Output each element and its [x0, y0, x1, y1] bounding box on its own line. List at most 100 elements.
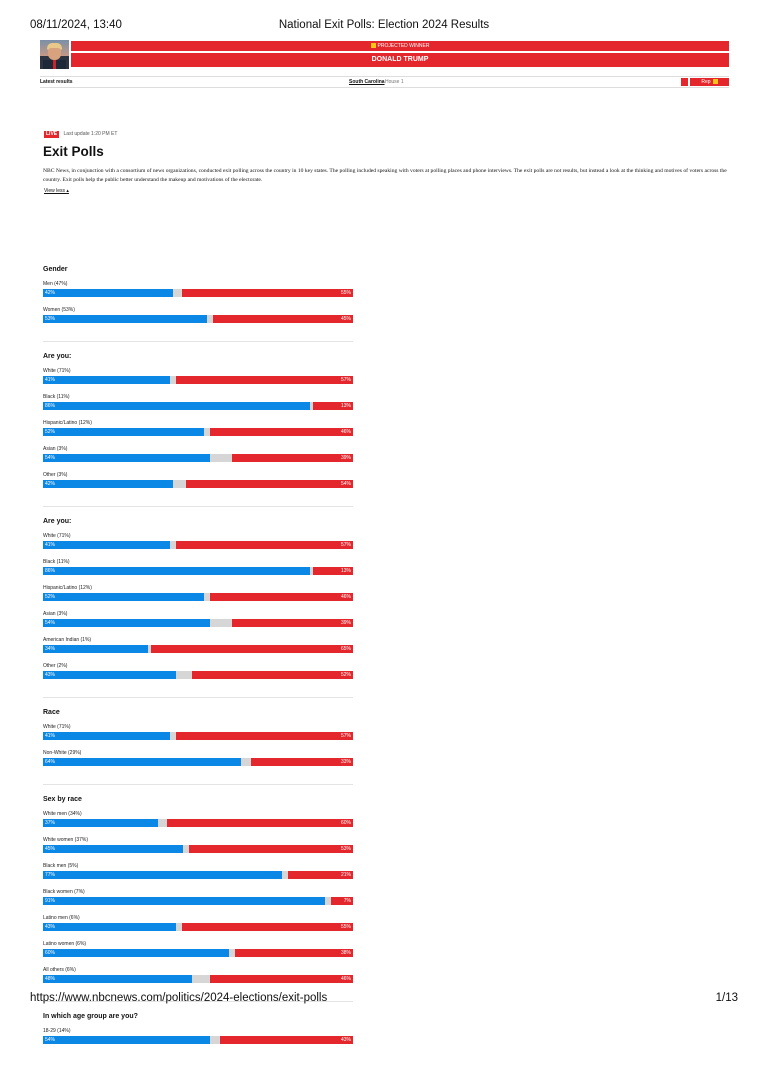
- dem-share: 34%: [43, 645, 149, 653]
- group-label: White (71%): [43, 724, 71, 730]
- rep-share-label: 53%: [340, 846, 351, 852]
- rep-marker: [681, 78, 688, 86]
- rep-share-label: 43%: [340, 1037, 351, 1043]
- rep-pill-label: Rep: [701, 79, 711, 85]
- dem-share-label: 48%: [45, 976, 56, 982]
- dem-share: 41%: [43, 376, 171, 384]
- dem-share: 86%: [43, 567, 310, 575]
- print-page: 1/13: [715, 992, 738, 1004]
- poll-group: Other (2%) 43% 52%: [43, 662, 353, 688]
- dem-share-label: 52%: [45, 594, 56, 600]
- other-share: [173, 480, 186, 488]
- candidate-photo: [40, 40, 69, 69]
- poll-question: Gender: [43, 266, 68, 273]
- rep-share-label: 54%: [340, 481, 351, 487]
- rep-share-label: 57%: [340, 377, 351, 383]
- result-bar: 41% 57%: [43, 732, 353, 740]
- rep-share: 43%: [219, 1036, 353, 1044]
- last-updated: Last update 1:20 PM ET: [63, 131, 118, 137]
- poll-group: 18-29 (14%) 54% 43%: [43, 1027, 353, 1053]
- dem-share-label: 42%: [45, 290, 56, 296]
- rep-share-label: 45%: [340, 316, 351, 322]
- dem-share-label: 41%: [45, 542, 56, 548]
- view-less-link[interactable]: View less ▴: [44, 188, 69, 194]
- rep-share: 21%: [287, 871, 353, 879]
- result-bar: 86% 13%: [43, 567, 353, 575]
- rep-share-label: 65%: [340, 646, 351, 652]
- result-bar: 45% 53%: [43, 845, 353, 853]
- rep-share: 38%: [235, 949, 353, 957]
- poll-group: Asian (3%) 54% 39%: [43, 445, 353, 471]
- rep-share: 55%: [182, 923, 353, 931]
- poll-group: Black men (5%) 77% 21%: [43, 862, 353, 888]
- group-label: Hispanic/Latino (12%): [43, 585, 92, 591]
- dem-share: 60%: [43, 949, 229, 957]
- group-label: All others (6%): [43, 967, 76, 973]
- other-share: [207, 315, 214, 323]
- rep-share: 60%: [166, 819, 353, 827]
- dem-share: 54%: [43, 1036, 211, 1044]
- dem-share: 41%: [43, 541, 171, 549]
- rep-share: 46%: [210, 975, 353, 983]
- other-share: [176, 923, 183, 931]
- poll-question: Are you:: [43, 353, 72, 360]
- check-icon: [370, 43, 376, 49]
- other-share: [241, 758, 251, 766]
- result-bar: 52% 46%: [43, 593, 353, 601]
- result-bar: 54% 43%: [43, 1036, 353, 1044]
- result-bar: 77% 21%: [43, 871, 353, 879]
- group-label: Latino women (6%): [43, 941, 87, 947]
- poll-section: Are you: White (71%) 41% 57% Black (11%) 86% 1…: [43, 516, 353, 698]
- view-less-label: View less: [44, 188, 66, 194]
- poll-section: Are you: White (71%) 41% 57% Black (11%) 86% 1…: [43, 351, 353, 507]
- group-label: Black (11%): [43, 559, 70, 565]
- group-label: Black women (7%): [43, 889, 85, 895]
- dem-share-label: 41%: [45, 377, 56, 383]
- winner-name-bar: DONALD TRUMP: [71, 53, 729, 67]
- group-label: White women (37%): [43, 837, 89, 843]
- rep-share-label: 13%: [340, 568, 351, 574]
- group-label: Other (2%): [43, 663, 68, 669]
- poll-group: Men (47%) 42% 55%: [43, 280, 353, 306]
- dem-share: 52%: [43, 428, 205, 436]
- result-bar: 34% 65%: [43, 645, 353, 653]
- rep-share: 45%: [213, 315, 353, 323]
- rep-pill[interactable]: Rep: [690, 78, 729, 86]
- result-bar: 37% 60%: [43, 819, 353, 827]
- poll-section: Race White (71%) 41% 57% Non-White (29%) 64% 3…: [43, 707, 353, 785]
- rep-share-label: 46%: [340, 429, 351, 435]
- poll-group: Women (53%) 53% 45%: [43, 306, 353, 332]
- dem-share: 42%: [43, 289, 174, 297]
- page-title: Exit Polls: [43, 144, 104, 159]
- result-bar: 52% 46%: [43, 428, 353, 436]
- other-share: [191, 975, 211, 983]
- live-badge: LIVE: [44, 131, 60, 138]
- rep-share-label: 21%: [340, 872, 351, 878]
- result-bar: 54% 39%: [43, 619, 353, 627]
- dem-share: 52%: [43, 593, 205, 601]
- state-link[interactable]: South Carolina: [349, 79, 385, 85]
- result-bar: 54% 39%: [43, 454, 353, 462]
- dem-share: 48%: [43, 975, 192, 983]
- rep-share: 65%: [151, 645, 353, 653]
- dem-share-label: 54%: [45, 1037, 56, 1043]
- other-share: [170, 541, 177, 549]
- dem-share: 91%: [43, 897, 326, 905]
- projected-label: PROJECTED WINNER: [377, 43, 430, 49]
- poll-group: Non-White (29%) 64% 33%: [43, 749, 353, 775]
- group-label: American Indian (1%): [43, 637, 92, 643]
- dem-share: 41%: [43, 732, 171, 740]
- rep-share: 13%: [312, 402, 353, 410]
- dem-share-label: 43%: [45, 672, 56, 678]
- result-bar: 48% 46%: [43, 975, 353, 983]
- dem-share: 64%: [43, 758, 242, 766]
- result-bar: 42% 54%: [43, 480, 353, 488]
- other-share: [170, 732, 177, 740]
- intro-text: NBC News, in conjunction with a consorti…: [43, 168, 727, 183]
- chevron-up-icon: ▴: [66, 188, 69, 194]
- group-label: Non-White (29%): [43, 750, 82, 756]
- winner-banner[interactable]: PROJECTED WINNER DONALD TRUMP: [40, 40, 729, 69]
- rep-share-label: 13%: [340, 403, 351, 409]
- other-share: [173, 289, 183, 297]
- poll-group: Hispanic/Latino (12%) 52% 46%: [43, 419, 353, 445]
